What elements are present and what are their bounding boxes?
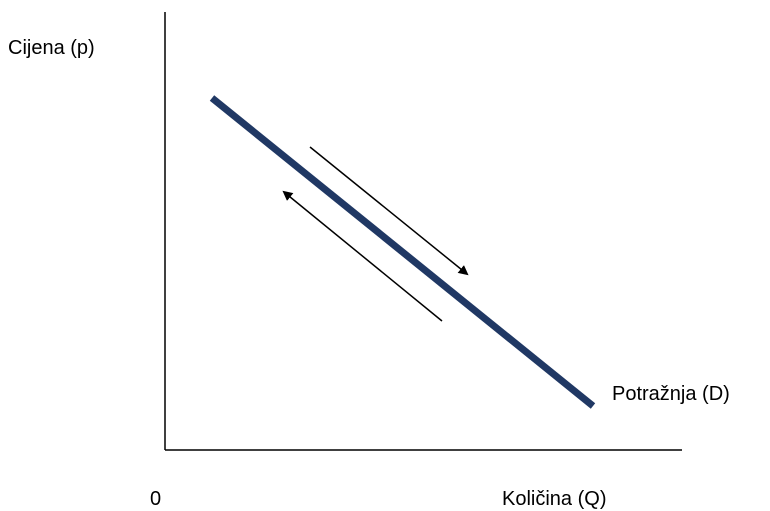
demand-curve — [209, 95, 596, 409]
y-axis-label: Cijena (p) — [8, 37, 95, 59]
origin-label: 0 — [150, 488, 161, 510]
demand-curve-label: Potražnja (D) — [612, 383, 730, 405]
x-axis-label: Količina (Q) — [502, 488, 606, 510]
arrow-up-along-curve — [282, 190, 443, 322]
arrow-down-along-curve — [309, 146, 469, 276]
